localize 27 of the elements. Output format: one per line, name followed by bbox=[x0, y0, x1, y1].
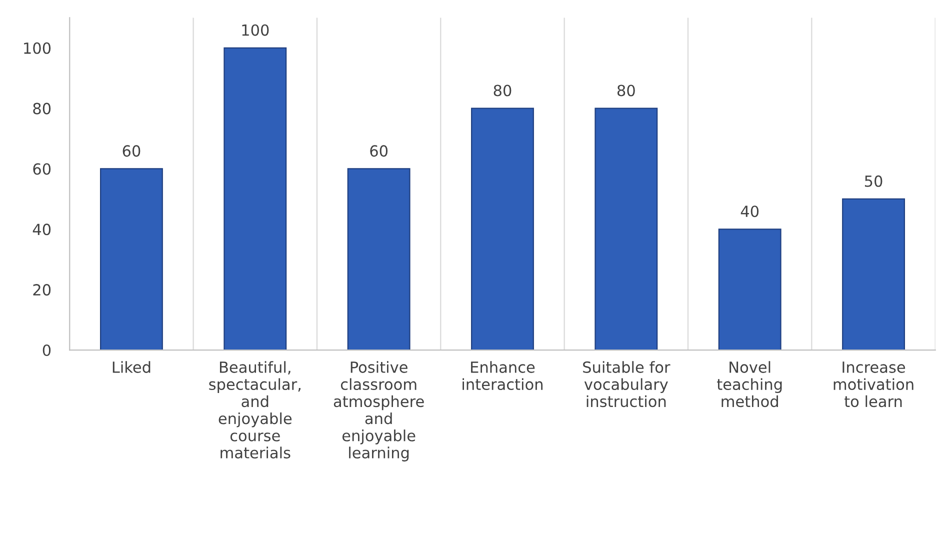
y-tick-label: 60 bbox=[33, 163, 51, 175]
data-label: 50 bbox=[864, 175, 882, 187]
bar bbox=[842, 198, 905, 350]
x-tick-label: Novel teaching method bbox=[717, 361, 782, 408]
x-tick-label: Positive classroom atmosphere and enjoyable learning bbox=[334, 361, 424, 462]
x-tick-label: Beautiful, spectacular, and enjoyable course materials bbox=[209, 361, 300, 458]
bar bbox=[100, 168, 163, 350]
data-label: 80 bbox=[617, 84, 635, 96]
bar bbox=[471, 108, 534, 350]
bar bbox=[594, 108, 658, 350]
x-tick-label: Suitable for vocabulary instruction bbox=[583, 361, 670, 408]
data-label: 40 bbox=[740, 206, 759, 218]
y-tick-label: 20 bbox=[33, 284, 51, 296]
y-tick-label: 100 bbox=[24, 42, 51, 54]
x-tick-label: Enhance interaction bbox=[462, 361, 543, 390]
bar bbox=[718, 228, 782, 350]
x-tick-label: Liked bbox=[112, 361, 150, 373]
data-label: 60 bbox=[370, 145, 388, 157]
data-label: 80 bbox=[494, 84, 512, 96]
data-label: 60 bbox=[122, 145, 140, 157]
y-tick-label: 40 bbox=[32, 224, 51, 236]
data-label: 100 bbox=[242, 24, 269, 36]
bar bbox=[224, 47, 287, 350]
y-tick-label: 80 bbox=[33, 102, 51, 114]
bar bbox=[347, 168, 410, 350]
y-tick-label: 0 bbox=[42, 344, 51, 356]
x-tick-label: Increase motivation to learn bbox=[834, 362, 914, 408]
